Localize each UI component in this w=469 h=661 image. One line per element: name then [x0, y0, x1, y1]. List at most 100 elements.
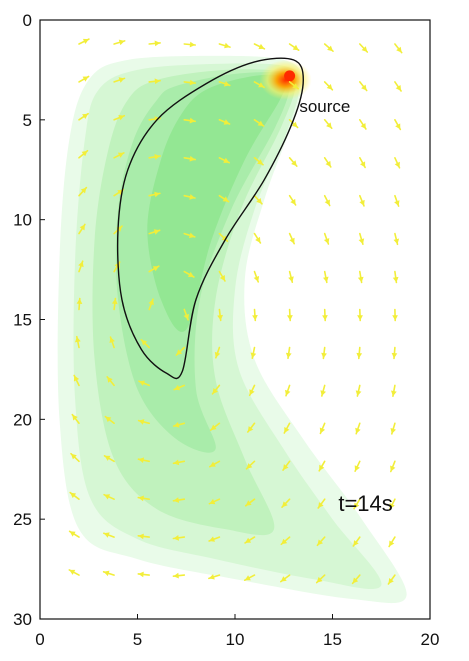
velocity-arrow [78, 149, 89, 159]
velocity-arrow [217, 308, 223, 322]
velocity-arrow [218, 42, 231, 49]
velocity-arrow [109, 336, 115, 349]
velocity-arrow-head [292, 83, 299, 89]
velocity-arrow [148, 78, 161, 85]
velocity-arrow-head [389, 503, 395, 509]
velocity-arrow-head [361, 46, 368, 52]
velocity-arrow-head [173, 497, 180, 503]
velocity-arrow [218, 270, 226, 282]
velocity-arrow [288, 157, 298, 167]
x-tick-label: 0 [35, 630, 44, 649]
velocity-arrow-head [138, 457, 145, 463]
velocity-arrow [280, 536, 291, 546]
velocity-arrow-head [209, 498, 216, 505]
velocity-arrow [358, 43, 369, 53]
velocity-arrow [183, 308, 189, 321]
annotations: source t=14s [299, 97, 392, 516]
velocity-arrow-head [138, 495, 144, 502]
velocity-arrow-head [208, 574, 215, 580]
velocity-arrow [78, 260, 84, 273]
velocity-arrow-head [360, 123, 366, 129]
velocity-arrow [394, 194, 400, 207]
velocity-arrow [253, 119, 265, 127]
velocity-arrow [389, 460, 396, 473]
velocity-arrow-head [118, 77, 125, 83]
velocity-arrow-head [357, 315, 363, 321]
velocity-arrow [358, 157, 366, 169]
velocity-arrow [78, 75, 90, 83]
velocity-arrow [392, 308, 398, 322]
velocity-arrow-head [82, 113, 89, 119]
velocity-arrow-head [117, 152, 124, 158]
velocity-arrow-head [138, 533, 144, 540]
velocity-arrow-head [148, 299, 154, 306]
velocity-arrow-head [82, 38, 89, 44]
velocity-arrow-head [188, 232, 195, 239]
velocity-arrow [394, 81, 402, 92]
x-tick-label: 10 [226, 630, 245, 649]
velocity-arrow-head [82, 76, 89, 82]
velocity-arrow [218, 157, 230, 164]
y-tick-label: 25 [13, 510, 32, 529]
velocity-arrow [287, 308, 293, 322]
velocity-arrow [354, 460, 361, 473]
velocity-arrow [183, 232, 196, 239]
velocity-arrow [390, 422, 396, 435]
x-axis-ticks: 0 5 10 15 20 [35, 614, 439, 649]
velocity-arrow [392, 270, 399, 284]
velocity-arrow [253, 157, 264, 166]
velocity-arrow-head [154, 191, 160, 198]
velocity-arrow [208, 498, 221, 505]
velocity-arrow-head [223, 81, 230, 87]
velocity-arrow-head [291, 160, 297, 167]
velocity-arrow [252, 308, 258, 322]
velocity-arrow [357, 270, 364, 284]
velocity-arrow-head [223, 119, 230, 125]
velocity-arrow-head [138, 419, 145, 425]
velocity-arrow-head [212, 388, 218, 394]
velocity-arrow-head [282, 501, 288, 508]
velocity-arrow-head [396, 46, 402, 53]
velocity-arrow [183, 270, 195, 278]
velocity-arrow-head [71, 453, 77, 460]
velocity-arrow [358, 232, 365, 245]
velocity-arrow [78, 112, 89, 121]
velocity-arrow-head [154, 78, 161, 85]
velocity-arrow-head [118, 115, 125, 121]
velocity-arrow-head [281, 538, 288, 545]
velocity-arrow-head [183, 313, 189, 320]
velocity-arrow [78, 38, 90, 45]
velocity-arrow-head [173, 422, 180, 428]
velocity-arrow-head [320, 390, 326, 396]
velocity-arrow [70, 452, 80, 463]
velocity-arrow [172, 572, 186, 579]
velocity-arrow-head [253, 276, 260, 282]
velocity-arrow-head [290, 198, 296, 205]
velocity-arrow-head [288, 276, 294, 283]
velocity-arrow-head [103, 570, 110, 577]
velocity-arrow-head [154, 40, 161, 47]
velocity-arrow [317, 498, 326, 509]
velocity-arrow-head [139, 380, 145, 386]
velocity-arrow [73, 374, 80, 387]
velocity-arrow [356, 346, 363, 360]
velocity-arrow-head [138, 571, 144, 578]
velocity-arrow-head [326, 84, 333, 90]
velocity-arrow [102, 570, 115, 577]
velocity-arrow [208, 574, 221, 580]
velocity-arrow-head [284, 427, 290, 433]
velocity-arrow-head [69, 569, 76, 575]
velocity-arrow-head [394, 161, 400, 168]
velocity-arrow-head [250, 352, 257, 359]
velocity-arrow-head [219, 275, 225, 281]
velocity-arrow [388, 536, 396, 548]
velocity-arrow-head [285, 389, 291, 396]
x-tick-label: 20 [421, 630, 440, 649]
velocity-arrow [285, 384, 291, 397]
velocity-arrow [358, 119, 367, 130]
velocity-arrow-head [258, 43, 265, 50]
source-label: source [299, 97, 350, 116]
velocity-arrow [68, 530, 80, 538]
source-hotspot [259, 59, 312, 100]
